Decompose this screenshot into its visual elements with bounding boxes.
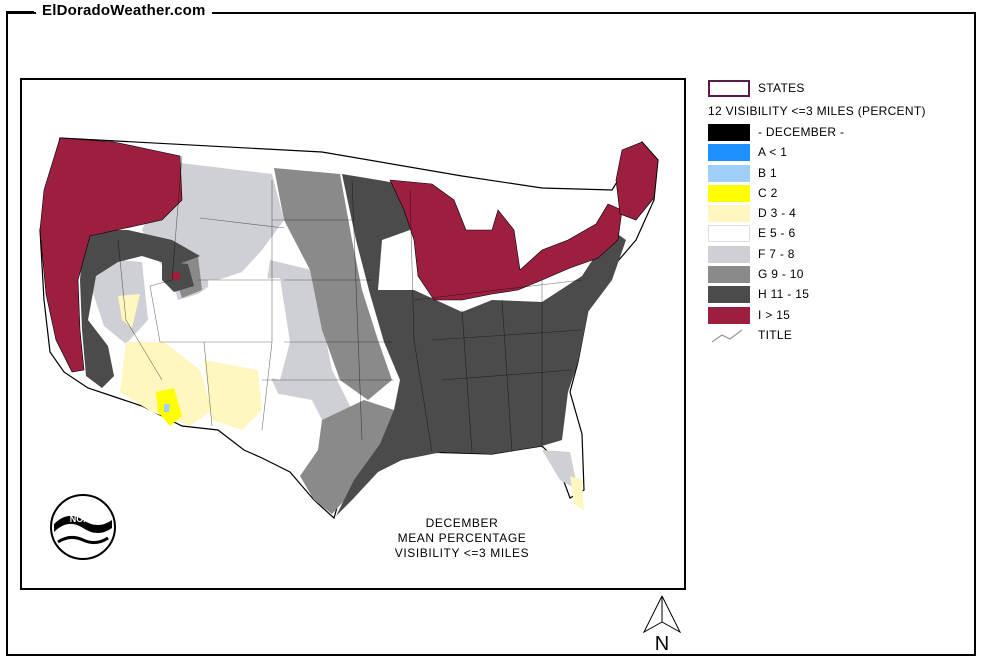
region-i-maine — [615, 141, 659, 221]
legend-item: H 11 - 15 — [708, 284, 970, 304]
legend-layer-title: 12 VISIBILITY <=3 MILES (PERCENT) — [708, 104, 926, 118]
region-e-wyco — [208, 278, 290, 380]
states-swatch — [708, 80, 750, 97]
legend-label: C 2 — [758, 185, 778, 200]
north-arrow-icon: N — [642, 595, 682, 655]
legend-item: C 2 — [708, 183, 970, 203]
legend-item: I > 15 — [708, 305, 970, 325]
legend-states-label: STATES — [758, 81, 805, 95]
region-b-az — [164, 404, 170, 412]
site-title: ElDoradoWeather.com — [6, 2, 212, 19]
region-d-nv — [118, 294, 140, 328]
legend-item: F 7 - 8 — [708, 244, 970, 264]
legend-swatch — [708, 205, 750, 223]
legend-swatch — [708, 124, 750, 141]
legend-item: A < 1 — [708, 142, 970, 162]
legend-label: G 9 - 10 — [758, 267, 804, 282]
title-line-icon — [711, 329, 743, 343]
legend-label: A < 1 — [758, 145, 788, 160]
region-e-southwest — [258, 390, 332, 468]
legend-swatch — [708, 184, 750, 202]
legend-swatch — [708, 225, 750, 243]
legend-swatch — [708, 144, 750, 162]
region-d-nm — [204, 360, 262, 430]
legend-item: - DECEMBER - — [708, 122, 970, 142]
legend-label: I > 15 — [758, 307, 791, 322]
legend-items: - DECEMBER - A < 1 B 1 C 2 D 3 - 4 E 5 - 6 F 7… — [708, 122, 970, 325]
state-boundaries — [117, 155, 583, 453]
legend-swatch — [708, 245, 750, 263]
caption-line-3: VISIBILITY <=3 MILES — [394, 546, 530, 560]
legend-item: D 3 - 4 — [708, 203, 970, 223]
legend-label: F 7 - 8 — [758, 246, 795, 261]
legend-states-row: STATES — [708, 78, 970, 100]
region-d-az — [120, 342, 212, 426]
legend-item: B 1 — [708, 163, 970, 183]
caption-line-2: MEAN PERCENTAGE — [397, 531, 527, 545]
map-legend: STATES 12 VISIBILITY <=3 MILES (PERCENT)… — [708, 78, 970, 345]
legend-swatch — [708, 164, 750, 182]
caption-line-1: DECEMBER — [425, 516, 499, 530]
region-i-spot — [172, 272, 180, 280]
compass-label: N — [655, 633, 669, 655]
legend-swatch — [708, 306, 750, 324]
legend-title-row: TITLE — [708, 325, 970, 345]
legend-label: - DECEMBER - — [758, 125, 845, 139]
legend-item: E 5 - 6 — [708, 223, 970, 243]
region-i-pacific — [39, 137, 183, 373]
noaa-logo: NOAA — [50, 494, 116, 560]
legend-swatch — [708, 286, 750, 304]
region-h-east — [336, 174, 626, 516]
region-d-fl — [570, 476, 584, 510]
legend-label: D 3 - 4 — [758, 206, 797, 221]
region-g-texas — [300, 400, 394, 514]
legend-label: B 1 — [758, 165, 777, 180]
legend-swatch — [708, 266, 750, 284]
legend-label: H 11 - 15 — [758, 287, 810, 302]
map-caption: DECEMBER MEAN PERCENTAGE VISIBILITY <=3 … — [382, 516, 542, 561]
page-frame — [6, 12, 976, 656]
noaa-logo-text: NOAA — [70, 514, 97, 524]
map-panel: NOAA DECEMBER MEAN PERCENTAGE VISIBILITY… — [20, 78, 686, 590]
legend-item: G 9 - 10 — [708, 264, 970, 284]
region-g-fl — [542, 450, 578, 490]
region-h-west — [80, 230, 200, 388]
legend-label: E 5 - 6 — [758, 226, 796, 241]
us-visibility-map — [39, 137, 659, 520]
legend-title-label: TITLE — [758, 327, 793, 342]
